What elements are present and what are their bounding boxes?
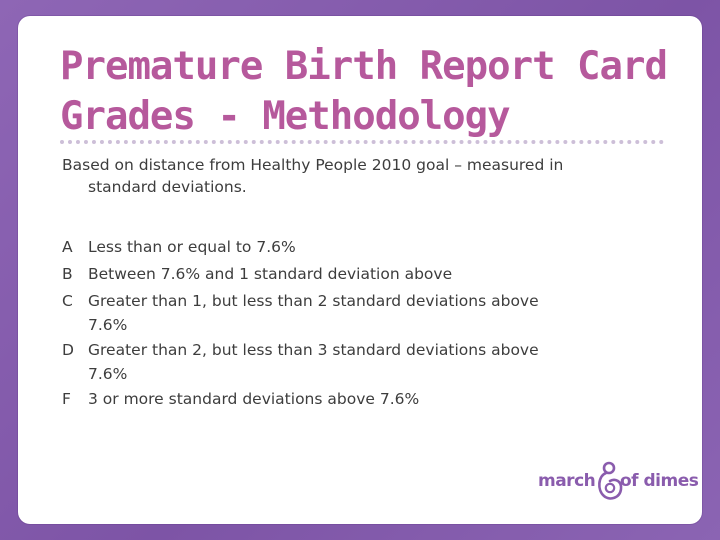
grade-list: A Less than or equal to 7.6% B Between 7…	[62, 234, 682, 413]
intro-line-2: standard deviations.	[88, 178, 247, 196]
grade-description: 3 or more standard deviations above 7.6%	[88, 390, 420, 408]
title-line-2: Grades - Methodology	[60, 94, 511, 139]
slide-title: Premature Birth Report Card Grades - Met…	[60, 42, 668, 142]
grade-item-b: B Between 7.6% and 1 standard deviation …	[62, 261, 682, 288]
grade-description-continuation: 7.6%	[88, 316, 128, 334]
title-divider	[60, 140, 664, 144]
grade-item-a: A Less than or equal to 7.6%	[62, 234, 682, 261]
grade-letter: A	[62, 238, 73, 256]
grade-letter: C	[62, 292, 73, 310]
mother-and-child-icon	[598, 461, 623, 500]
grade-description: Greater than 2, but less than 3 standard…	[88, 341, 539, 359]
grade-letter: F	[62, 390, 71, 408]
title-line-1: Premature Birth Report Card	[60, 44, 668, 89]
grade-item-c: C Greater than 1, but less than 2 standa…	[62, 288, 682, 337]
grade-description: Less than or equal to 7.6%	[88, 238, 296, 256]
logo-word-march: march	[538, 471, 596, 491]
grade-description: Between 7.6% and 1 standard deviation ab…	[88, 265, 453, 283]
intro-line-1: Based on distance from Healthy People 20…	[62, 156, 564, 174]
logo-word-of-dimes: of dimes	[620, 471, 699, 491]
slide-card: Premature Birth Report Card Grades - Met…	[18, 16, 702, 524]
intro-text: Based on distance from Healthy People 20…	[62, 154, 672, 198]
grade-description: Greater than 1, but less than 2 standard…	[88, 292, 539, 310]
grade-item-d: D Greater than 2, but less than 3 standa…	[62, 337, 682, 386]
grade-letter: D	[62, 341, 74, 359]
grade-description-continuation: 7.6%	[88, 365, 128, 383]
grade-item-f: F 3 or more standard deviations above 7.…	[62, 386, 682, 413]
march-of-dimes-logo: march of dimes	[518, 460, 704, 502]
grade-letter: B	[62, 265, 73, 283]
